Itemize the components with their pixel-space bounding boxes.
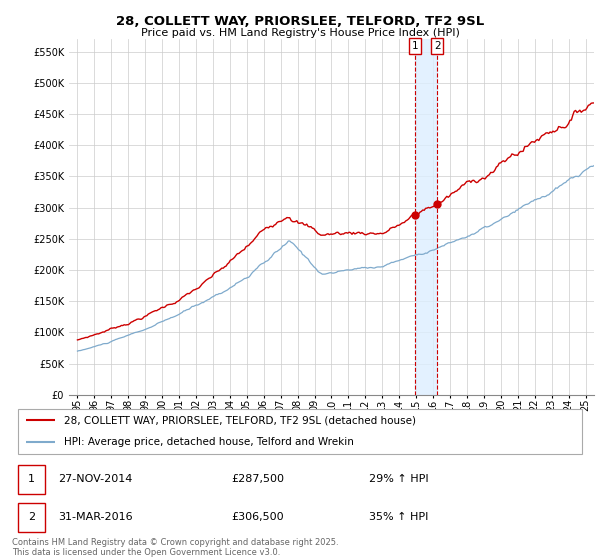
Text: 1: 1 <box>28 474 35 484</box>
Text: Price paid vs. HM Land Registry's House Price Index (HPI): Price paid vs. HM Land Registry's House … <box>140 28 460 38</box>
Text: 35% ↑ HPI: 35% ↑ HPI <box>369 512 428 522</box>
Text: £287,500: £287,500 <box>231 474 284 484</box>
Text: £306,500: £306,500 <box>231 512 284 522</box>
Text: Contains HM Land Registry data © Crown copyright and database right 2025.
This d: Contains HM Land Registry data © Crown c… <box>12 538 338 557</box>
Text: 28, COLLETT WAY, PRIORSLEE, TELFORD, TF2 9SL: 28, COLLETT WAY, PRIORSLEE, TELFORD, TF2… <box>116 15 484 27</box>
Bar <box>415 39 437 395</box>
FancyBboxPatch shape <box>18 503 46 531</box>
Text: HPI: Average price, detached house, Telford and Wrekin: HPI: Average price, detached house, Telf… <box>64 437 354 447</box>
Text: 28, COLLETT WAY, PRIORSLEE, TELFORD, TF2 9SL (detached house): 28, COLLETT WAY, PRIORSLEE, TELFORD, TF2… <box>64 415 416 425</box>
FancyBboxPatch shape <box>18 465 46 494</box>
Text: 1: 1 <box>412 41 418 51</box>
Text: 2: 2 <box>434 41 440 51</box>
Text: 29% ↑ HPI: 29% ↑ HPI <box>369 474 429 484</box>
Text: 27-NOV-2014: 27-NOV-2014 <box>58 474 133 484</box>
FancyBboxPatch shape <box>18 409 582 454</box>
Text: 2: 2 <box>28 512 35 522</box>
Text: 31-MAR-2016: 31-MAR-2016 <box>58 512 133 522</box>
